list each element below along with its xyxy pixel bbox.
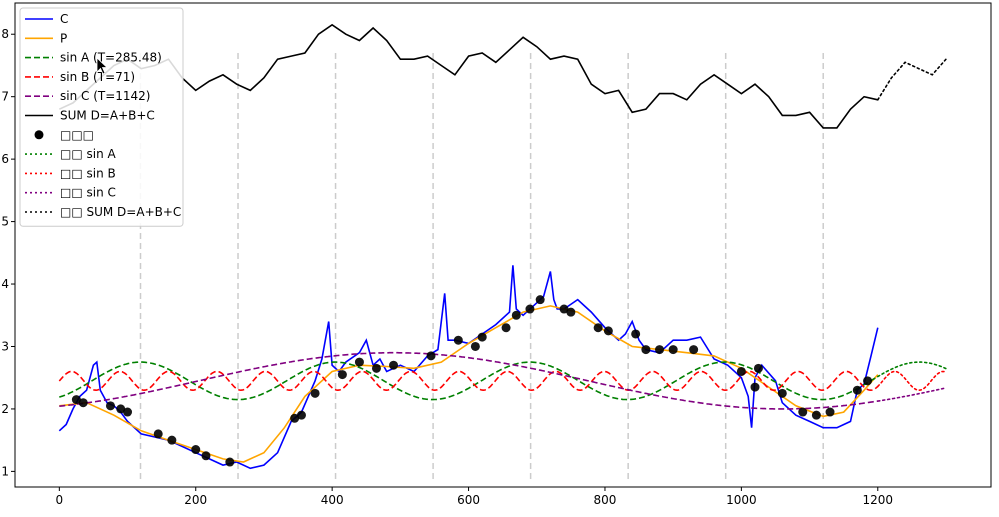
data-point xyxy=(290,413,300,423)
data-point xyxy=(689,345,699,355)
data-point xyxy=(535,295,545,305)
data-point xyxy=(116,404,126,414)
legend-label: □□ sin B xyxy=(60,166,116,180)
x-tick-label: 0 xyxy=(56,493,64,507)
y-tick-label: 3 xyxy=(1,339,9,353)
y-tick-label: 2 xyxy=(1,402,9,416)
legend-label: C xyxy=(60,12,68,26)
x-tick-label: 1200 xyxy=(863,493,894,507)
data-point xyxy=(501,323,511,333)
series-line-6 xyxy=(877,58,947,101)
legend-label: □□ sin C xyxy=(60,186,116,200)
data-points xyxy=(71,295,873,467)
series-line-4 xyxy=(59,351,878,410)
data-point xyxy=(825,407,835,417)
legend-label: □□□ xyxy=(60,128,94,142)
mouse-pointer-icon-shape xyxy=(96,57,109,75)
x-axis: 0 200 400 600 800 1000 1200 xyxy=(56,487,894,507)
data-point xyxy=(736,366,746,376)
x-tick-label: 800 xyxy=(594,493,617,507)
y-axis: 1 2 3 4 5 6 7 8 xyxy=(1,27,15,478)
y-tick-label: 7 xyxy=(1,90,9,104)
x-tick-label: 1000 xyxy=(726,493,757,507)
data-point xyxy=(225,457,235,467)
legend-label: □□ SUM D=A+B+C xyxy=(60,205,181,219)
data-point xyxy=(296,410,306,420)
series-line-8 xyxy=(877,370,947,392)
legend-label: □□ sin A xyxy=(60,147,116,161)
vertical-gridlines xyxy=(139,52,824,481)
data-point xyxy=(603,326,613,336)
data-point xyxy=(123,407,133,417)
data-point xyxy=(777,388,787,398)
series-line-3 xyxy=(58,370,879,392)
data-point xyxy=(668,345,678,355)
x-tick-label: 600 xyxy=(457,493,480,507)
data-point xyxy=(191,445,201,455)
data-point xyxy=(453,335,463,345)
series-line-9 xyxy=(877,387,947,402)
legend-label: sin B (T=71) xyxy=(60,70,135,84)
data-point xyxy=(201,451,211,461)
y-tick-label: 5 xyxy=(1,215,9,229)
data-point xyxy=(655,345,665,355)
data-point xyxy=(337,370,347,380)
series-line-2 xyxy=(59,361,879,401)
y-tick-label: 4 xyxy=(1,277,9,291)
series-line-5 xyxy=(58,23,878,129)
data-point xyxy=(852,385,862,395)
data-point xyxy=(863,376,873,386)
legend-label: sin C (T=1142) xyxy=(60,89,151,103)
data-point xyxy=(753,363,763,373)
y-tick-label: 1 xyxy=(1,464,9,478)
mouse-pointer-icon xyxy=(96,57,109,75)
legend-label: sin A (T=285.48) xyxy=(60,51,162,65)
legend-label: SUM D=A+B+C xyxy=(60,109,155,123)
x-tick-label: 400 xyxy=(321,493,344,507)
data-point xyxy=(71,395,81,405)
series-layer xyxy=(58,23,947,470)
data-point xyxy=(798,407,808,417)
data-point xyxy=(153,429,163,439)
data-point xyxy=(631,329,641,339)
data-point xyxy=(641,345,651,355)
plot-frame xyxy=(14,2,992,488)
data-point xyxy=(470,341,480,351)
data-point xyxy=(559,304,569,314)
data-point xyxy=(389,360,399,370)
data-point xyxy=(750,382,760,392)
data-point xyxy=(167,435,177,445)
x-tick-label: 200 xyxy=(184,493,207,507)
data-point xyxy=(354,357,364,367)
data-point xyxy=(566,307,576,317)
data-point xyxy=(105,401,115,411)
data-point xyxy=(811,410,821,420)
y-tick-label: 6 xyxy=(1,152,9,166)
data-point xyxy=(78,398,88,408)
data-point xyxy=(371,363,381,373)
data-point xyxy=(593,323,603,333)
legend-label: P xyxy=(60,31,67,45)
legend-marker xyxy=(34,130,44,140)
legend-box xyxy=(19,7,184,227)
data-point xyxy=(310,388,320,398)
series-line-7 xyxy=(877,361,947,378)
data-point xyxy=(426,351,436,361)
data-point xyxy=(511,310,521,320)
y-tick-label: 8 xyxy=(1,27,9,41)
data-point xyxy=(525,304,535,314)
data-point xyxy=(477,332,487,342)
